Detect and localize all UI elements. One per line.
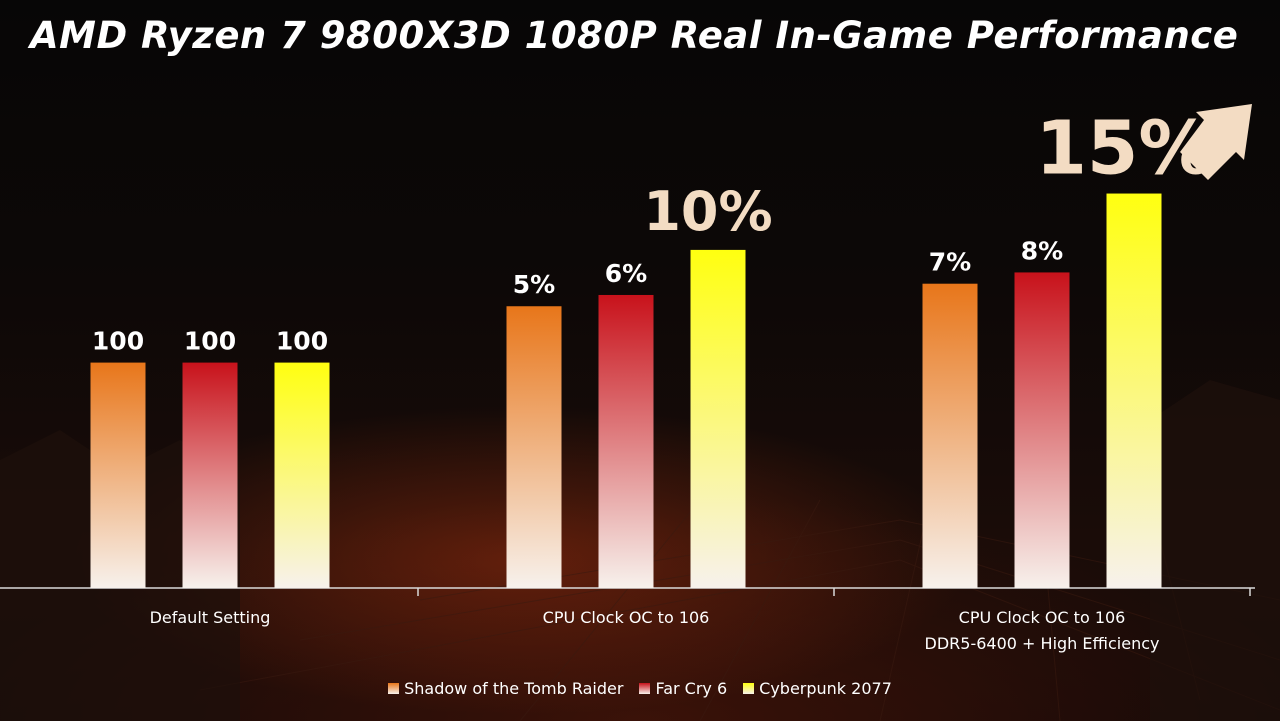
- chart-title: AMD Ryzen 7 9800X3D 1080P Real In-Game P…: [30, 14, 1239, 57]
- legend-label: Cyberpunk 2077: [759, 678, 892, 698]
- data-label: 100: [92, 327, 144, 356]
- bar: [1106, 193, 1162, 589]
- legend-swatch: [639, 682, 651, 694]
- callout-label: 10%: [643, 180, 772, 243]
- x-tick-label: CPU Clock OC to 106: [959, 608, 1126, 627]
- data-label: 100: [276, 327, 328, 356]
- bar: [90, 362, 146, 588]
- x-tick-label: Default Setting: [150, 608, 271, 627]
- legend-label: Shadow of the Tomb Raider: [404, 678, 624, 698]
- bar: [506, 306, 562, 588]
- bar: [1014, 272, 1070, 588]
- legend-swatch: [743, 682, 755, 694]
- x-tick-label: CPU Clock OC to 106: [543, 608, 710, 627]
- data-label: 6%: [605, 259, 647, 288]
- legend-label: Far Cry 6: [655, 678, 728, 698]
- bar: [274, 362, 330, 588]
- bar: [690, 249, 746, 588]
- data-label: 7%: [929, 248, 971, 277]
- legend-swatch: [388, 682, 400, 694]
- bar: [922, 283, 978, 588]
- bar: [182, 362, 238, 588]
- bar: [598, 294, 654, 588]
- data-label: 100: [184, 327, 236, 356]
- legend-item: Far Cry 6: [639, 679, 727, 698]
- data-label: 5%: [513, 270, 555, 299]
- legend-item: Shadow of the Tomb Raider: [388, 679, 623, 698]
- data-label: 8%: [1021, 236, 1063, 265]
- up-arrow-icon: [1180, 104, 1252, 180]
- legend-item: Cyberpunk 2077: [743, 679, 892, 698]
- legend: Shadow of the Tomb Raider Far Cry 6 Cyberp…: [0, 676, 1280, 700]
- x-tick-label: DDR5-6400 + High Efficiency: [925, 634, 1160, 653]
